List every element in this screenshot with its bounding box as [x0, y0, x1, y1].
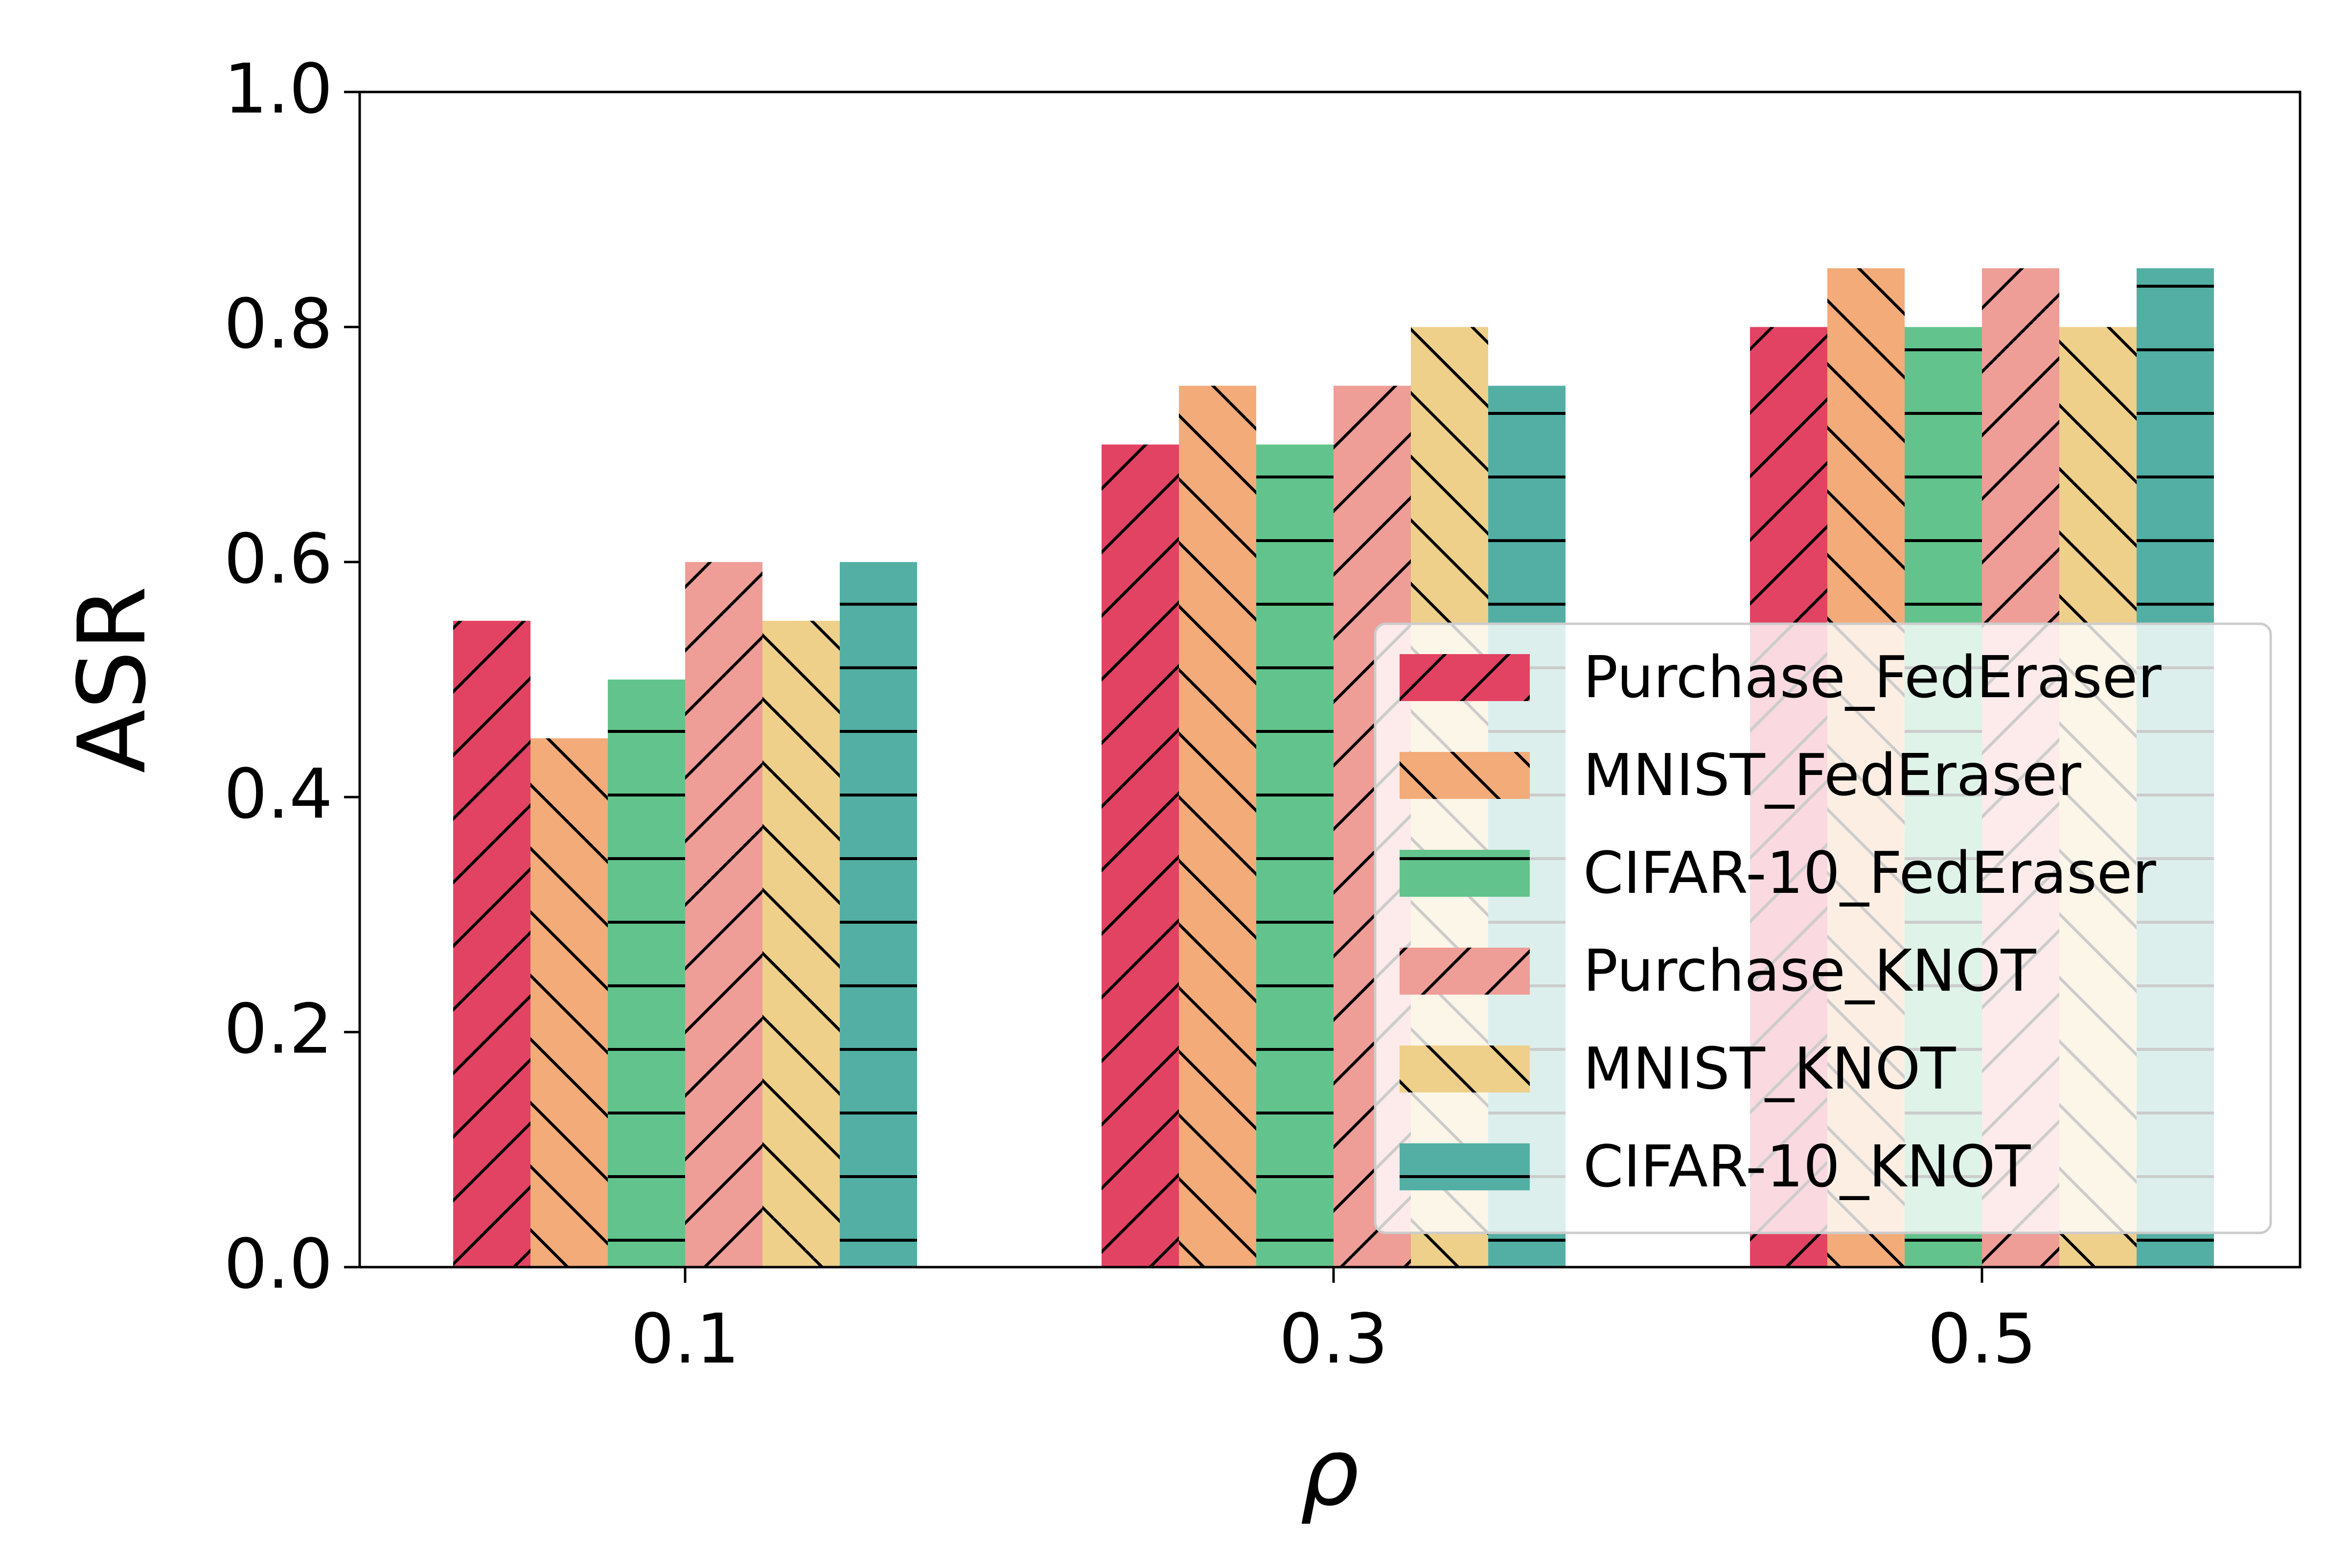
bar-purchase-knot-0.1 [685, 562, 762, 1267]
x-tick-label: 0.5 [1928, 1299, 2037, 1379]
legend: Purchase_FedEraser MNIST_FedEraser CIFAR-1… [1374, 622, 2272, 1234]
bar-cifar-10-federaser-0.3 [1256, 444, 1334, 1267]
y-tick-label: 0.2 [224, 990, 333, 1069]
legend-swatch [1400, 752, 1530, 799]
legend-swatch [1400, 654, 1530, 701]
bar-cifar-10-knot-0.1 [840, 562, 917, 1267]
x-axis: 0.1 0.3 0.5 [631, 1267, 2037, 1379]
legend-swatch [1400, 850, 1530, 897]
legend-box [1374, 622, 2272, 1234]
bar-mnist-federaser-0.3 [1179, 386, 1256, 1267]
legend-label: MNIST_KNOT [1583, 1035, 1956, 1102]
y-tick-label: 0.6 [224, 520, 333, 599]
legend-label: MNIST_FedEraser [1583, 741, 2081, 809]
legend-label: CIFAR-10_KNOT [1583, 1133, 2031, 1200]
bar-cifar-10-federaser-0.1 [608, 680, 685, 1267]
legend-label: Purchase_FedEraser [1583, 643, 2162, 711]
bar-mnist-knot-0.1 [762, 620, 840, 1267]
legend-swatch [1400, 1045, 1530, 1092]
legend-label: CIFAR-10_FedEraser [1583, 839, 2156, 907]
legend-label: Purchase_KNOT [1583, 937, 2036, 1004]
x-tick-label: 0.1 [631, 1299, 740, 1379]
x-axis-label: ρ [1300, 1418, 1359, 1526]
y-axis-label: ASR [58, 586, 166, 773]
bar-purchase-federaser-0.3 [1102, 444, 1179, 1267]
plot-frame [358, 91, 2302, 1269]
legend-swatch [1400, 948, 1530, 995]
y-axis: 0.0 0.2 0.4 0.6 0.8 1.0 [224, 49, 360, 1304]
legend-swatch [1400, 1143, 1530, 1190]
y-tick-label: 0.8 [224, 284, 333, 364]
y-tick-label: 1.0 [224, 49, 333, 129]
bar-mnist-federaser-0.1 [530, 738, 608, 1267]
y-tick-label: 0.0 [224, 1225, 333, 1304]
bar-purchase-federaser-0.1 [453, 620, 530, 1267]
x-tick-label: 0.3 [1279, 1299, 1388, 1379]
y-tick-label: 0.4 [224, 754, 333, 834]
